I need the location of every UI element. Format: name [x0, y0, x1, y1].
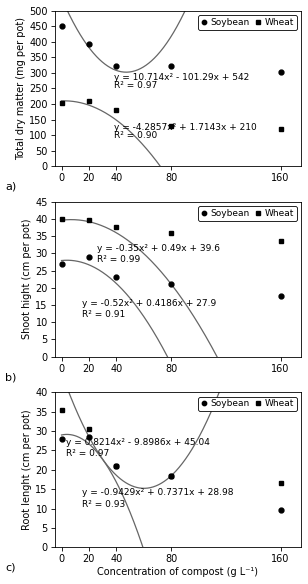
Soybean — [169, 472, 173, 479]
Text: y = 10.714x² - 101.29x + 542: y = 10.714x² - 101.29x + 542 — [114, 73, 249, 82]
Soybean — [87, 41, 91, 48]
Legend: Soybean, Wheat: Soybean, Wheat — [198, 15, 297, 30]
Text: R² = 0.99: R² = 0.99 — [97, 255, 140, 263]
Wheat — [279, 126, 282, 133]
Text: R² = 0.97: R² = 0.97 — [114, 81, 157, 90]
Soybean — [115, 463, 118, 470]
Wheat — [60, 215, 63, 223]
Line: Wheat: Wheat — [59, 99, 283, 131]
Soybean — [87, 433, 91, 440]
Wheat — [279, 480, 282, 487]
Soybean — [115, 63, 118, 70]
Wheat — [87, 426, 91, 433]
Text: y = -4.2857x² + 1.7143x + 210: y = -4.2857x² + 1.7143x + 210 — [114, 123, 256, 132]
Text: y = -0.9429x² + 0.7371x + 28.98: y = -0.9429x² + 0.7371x + 28.98 — [82, 488, 233, 497]
Legend: Soybean, Wheat: Soybean, Wheat — [198, 206, 297, 221]
Text: R² = 0.97: R² = 0.97 — [66, 449, 109, 458]
Legend: Soybean, Wheat: Soybean, Wheat — [198, 397, 297, 411]
Text: y = 0.8214x² - 9.8986x + 45.04: y = 0.8214x² - 9.8986x + 45.04 — [66, 437, 209, 447]
Y-axis label: Total dry matter (mg per pot): Total dry matter (mg per pot) — [16, 17, 26, 160]
Soybean — [169, 281, 173, 288]
Soybean — [169, 63, 173, 70]
Soybean — [279, 507, 282, 514]
Text: y = -0.35x² + 0.49x + 39.6: y = -0.35x² + 0.49x + 39.6 — [97, 244, 220, 253]
Line: Wheat: Wheat — [59, 407, 283, 486]
Soybean — [60, 435, 63, 442]
Line: Wheat: Wheat — [59, 217, 283, 244]
Text: c): c) — [6, 563, 16, 573]
Soybean — [87, 253, 91, 260]
Text: R² = 0.93: R² = 0.93 — [82, 499, 125, 509]
Text: y = -0.52x² + 0.4186x + 27.9: y = -0.52x² + 0.4186x + 27.9 — [82, 300, 216, 308]
Wheat — [279, 238, 282, 245]
Wheat — [169, 472, 173, 479]
Soybean — [60, 260, 63, 267]
Line: Soybean: Soybean — [59, 254, 283, 299]
Wheat — [115, 224, 118, 231]
Wheat — [169, 229, 173, 236]
Y-axis label: Shoot hight (cm per pot): Shoot hight (cm per pot) — [22, 219, 32, 339]
Y-axis label: Root lenght (cm per pot): Root lenght (cm per pot) — [22, 409, 32, 530]
X-axis label: Concentration of compost (g L⁻¹): Concentration of compost (g L⁻¹) — [97, 567, 258, 577]
Text: R² = 0.90: R² = 0.90 — [114, 131, 157, 140]
Line: Soybean: Soybean — [59, 434, 283, 513]
Wheat — [115, 106, 118, 113]
Soybean — [279, 69, 282, 76]
Wheat — [169, 122, 173, 129]
Wheat — [115, 463, 118, 470]
Text: R² = 0.91: R² = 0.91 — [82, 310, 125, 319]
Line: Soybean: Soybean — [59, 23, 283, 75]
Soybean — [115, 274, 118, 281]
Wheat — [87, 98, 91, 105]
Soybean — [279, 293, 282, 300]
Text: b): b) — [6, 372, 17, 382]
Text: a): a) — [6, 182, 17, 192]
Wheat — [60, 406, 63, 413]
Wheat — [87, 216, 91, 223]
Wheat — [60, 99, 63, 106]
Soybean — [60, 22, 63, 29]
